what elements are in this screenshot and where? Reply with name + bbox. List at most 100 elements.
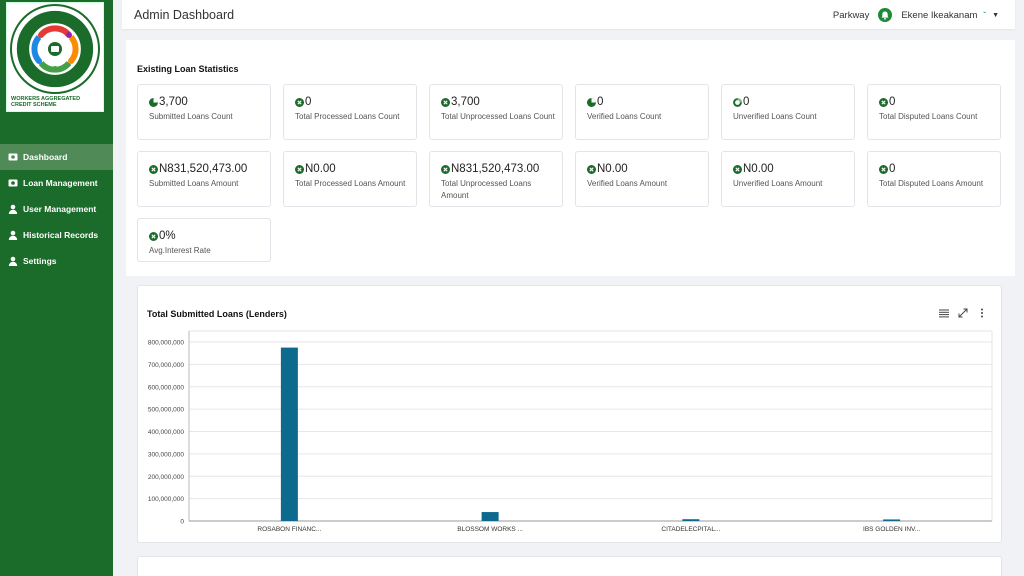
- stat-value-row: 0: [587, 96, 603, 108]
- more-vertical-icon[interactable]: [977, 308, 987, 318]
- close-circle-icon: [879, 97, 888, 107]
- bar: [883, 519, 901, 521]
- logo-emblem: [10, 4, 100, 94]
- stat-value: 0: [743, 96, 750, 108]
- ring-icon: [733, 97, 742, 107]
- bar: [481, 512, 499, 521]
- stat-value-row: 0%: [149, 230, 176, 242]
- stat-label: Submitted Loans Count: [149, 112, 233, 121]
- close-circle-icon: [149, 164, 158, 174]
- y-tick-label: 300,000,000: [148, 451, 185, 458]
- user-name[interactable]: Ekene Ikeakanam: [901, 9, 978, 21]
- stat-value: 0: [305, 96, 312, 108]
- sidebar-nav: Dashboard Loan Management User Managemen…: [0, 144, 113, 274]
- stat-card: 0 Total Disputed Loans Count: [867, 84, 1001, 140]
- stat-label: Total Disputed Loans Count: [879, 112, 978, 121]
- sidebar-item-settings[interactable]: Settings: [0, 248, 113, 274]
- stat-label: Unverified Loans Count: [733, 112, 817, 121]
- stats-title: Existing Loan Statistics: [137, 64, 239, 74]
- money-icon: [7, 152, 18, 163]
- stat-card: N0.00 Total Processed Loans Amount: [283, 151, 417, 207]
- stat-label: Verified Loans Amount: [587, 179, 668, 188]
- pie-icon: [587, 97, 596, 107]
- org-name: Parkway: [832, 9, 870, 21]
- stat-value: N0.00: [743, 163, 774, 175]
- bar-chart: 0 100,000,000 200,000,000 300,000,000 400,00…: [148, 330, 993, 533]
- sidebar: WORKERS AGGREGATED CREDIT SCHEME Dashboa…: [0, 0, 113, 576]
- stat-label: Total Processed Loans Count: [295, 112, 400, 121]
- bar: [682, 519, 700, 521]
- stat-card: 0 Unverified Loans Count: [721, 84, 855, 140]
- sidebar-item-label: Settings: [23, 256, 57, 266]
- money-icon: [7, 178, 18, 189]
- stat-value: 0: [889, 96, 896, 108]
- menu-lines-icon[interactable]: [939, 308, 949, 318]
- stat-value-row: 0: [733, 96, 749, 108]
- header-bar: Admin Dashboard Parkway Ekene Ikeakanam …: [122, 0, 1015, 29]
- user-icon: [7, 256, 18, 267]
- bell-icon[interactable]: [878, 8, 893, 22]
- sidebar-item-label: Dashboard: [23, 152, 68, 162]
- stats-panel: Existing Loan Statistics 3,700 Submitted …: [126, 40, 1015, 276]
- sidebar-item-label: Historical Records: [23, 230, 99, 240]
- x-tick-label: CITADELECPITAL...: [661, 526, 720, 533]
- chart-panel: Total Submitted Loans (Lenders) 0 100,000…: [137, 285, 1002, 543]
- y-tick-label: 600,000,000: [148, 384, 185, 391]
- chevron-down-icon[interactable]: ˇ: [983, 10, 987, 20]
- stat-value-row: N0.00: [733, 163, 774, 175]
- close-circle-icon: [879, 164, 888, 174]
- stat-value-row: N831,520,473.00: [149, 163, 247, 175]
- y-tick-label: 0: [180, 519, 184, 526]
- stat-value-row: 0: [295, 96, 311, 108]
- user-icon: [7, 230, 18, 241]
- stat-value: N0.00: [597, 163, 628, 175]
- stat-card: 0% Avg.Interest Rate: [137, 218, 271, 262]
- close-circle-icon: [149, 231, 158, 241]
- stat-card: N0.00 Verified Loans Amount: [575, 151, 709, 207]
- y-tick-label: 500,000,000: [148, 407, 185, 414]
- stat-card: 0 Verified Loans Count: [575, 84, 709, 140]
- logo: WORKERS AGGREGATED CREDIT SCHEME: [6, 2, 104, 112]
- chart-title: Total Submitted Loans (Lenders): [147, 309, 287, 319]
- stat-value-row: N831,520,473.00: [441, 163, 539, 175]
- secondary-panel: [137, 556, 1002, 576]
- stat-label: Unverified Loans Amount: [733, 179, 823, 188]
- y-tick-label: 800,000,000: [148, 340, 185, 347]
- stat-value-row: 3,700: [441, 96, 480, 108]
- stat-value: 3,700: [451, 96, 480, 108]
- logo-caption-line1: WORKERS AGGREGATED: [11, 96, 81, 102]
- stat-value: N831,520,473.00: [159, 163, 248, 175]
- stat-value-row: 0: [879, 96, 895, 108]
- stat-value: 0: [889, 163, 896, 175]
- header-right: Parkway Ekene Ikeakanam ˇ ▼: [833, 8, 999, 22]
- pie-icon: [149, 97, 158, 107]
- stat-value-row: N0.00: [587, 163, 628, 175]
- stat-card: 3,700 Total Unprocessed Loans Count: [429, 84, 563, 140]
- sidebar-item-label: Loan Management: [23, 178, 98, 188]
- chart-toolbar: [939, 308, 987, 318]
- stat-value: N831,520,473.00: [451, 163, 540, 175]
- stat-card: N831,520,473.00 Total Unprocessed Loans A…: [429, 151, 563, 207]
- stat-value: N0.00: [305, 163, 336, 175]
- stat-card: 0 Total Disputed Loans Amount: [867, 151, 1001, 207]
- sidebar-item-historical-records[interactable]: Historical Records: [0, 222, 113, 248]
- stat-card: N0.00 Unverified Loans Amount: [721, 151, 855, 207]
- stat-value: 0: [597, 96, 604, 108]
- y-tick-label: 400,000,000: [148, 429, 185, 436]
- y-tick-label: 100,000,000: [148, 496, 185, 503]
- y-tick-label: 700,000,000: [148, 362, 185, 369]
- sidebar-item-label: User Management: [23, 204, 97, 214]
- logo-caption: WORKERS AGGREGATED CREDIT SCHEME: [11, 96, 101, 108]
- sidebar-item-user-management[interactable]: User Management: [0, 196, 113, 222]
- sidebar-item-dashboard[interactable]: Dashboard: [0, 144, 113, 170]
- x-tick-label: BLOSSOM WORKS ...: [457, 526, 523, 533]
- bar: [280, 347, 298, 521]
- expand-icon[interactable]: [958, 308, 968, 318]
- caret-down-icon[interactable]: ▼: [992, 11, 999, 19]
- close-circle-icon: [733, 164, 742, 174]
- close-circle-icon: [295, 97, 304, 107]
- sidebar-item-loan-management[interactable]: Loan Management: [0, 170, 113, 196]
- stat-label: Submitted Loans Amount: [149, 179, 239, 188]
- stat-value: 3,700: [159, 96, 188, 108]
- close-circle-icon: [295, 164, 304, 174]
